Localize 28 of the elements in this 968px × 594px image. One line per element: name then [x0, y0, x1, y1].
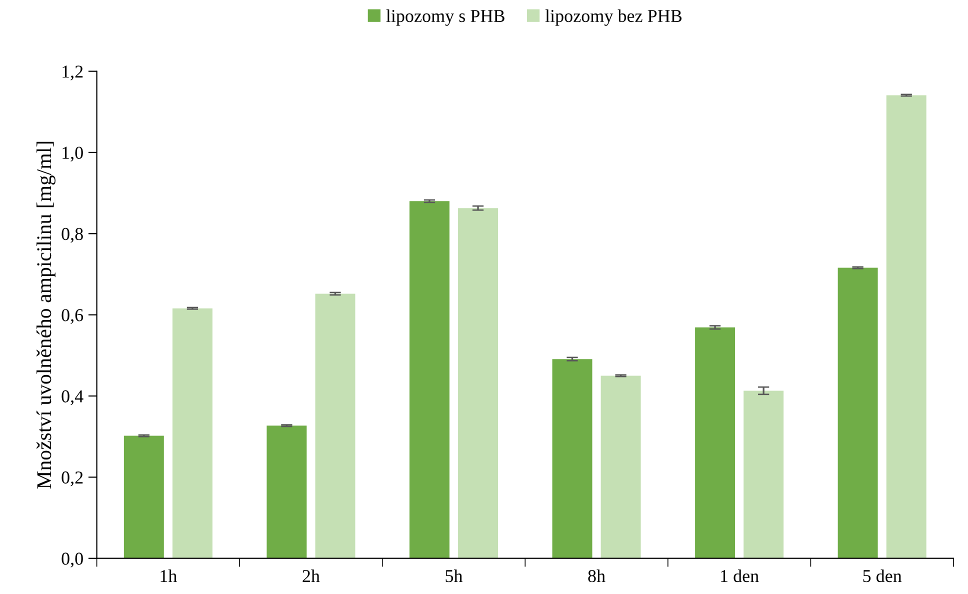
bar: [744, 390, 784, 558]
x-tick-label: 1h: [160, 569, 177, 582]
y-tick-label: 0,2: [62, 471, 83, 486]
bar: [458, 208, 498, 558]
legend-label: lipozomy bez PHB: [545, 9, 682, 26]
y-tick-label: 0,6: [62, 309, 84, 324]
y-tick-label: 0,0: [62, 552, 83, 568]
bar: [409, 201, 450, 558]
y-tick-label: 0,8: [62, 228, 83, 243]
x-tick-label: 8h: [588, 569, 606, 582]
bar: [600, 376, 641, 558]
bar: [172, 308, 212, 558]
bar: [124, 436, 164, 558]
x-tick-label: 5 den: [863, 569, 902, 582]
legend-label: lipozomy s PHB: [386, 9, 504, 26]
bar: [886, 95, 926, 558]
y-axis-title: Množství uvolněného ampicilinu [mg/ml]: [36, 142, 56, 489]
y-tick-label: 0,4: [62, 390, 84, 406]
x-tick-label: 1 den: [721, 569, 759, 582]
bar: [315, 294, 356, 558]
x-tick-label: 2h: [302, 569, 320, 582]
bar: [552, 359, 592, 558]
y-tick-label: 1,0: [62, 146, 83, 162]
y-tick-label: 1,2: [62, 66, 83, 80]
x-tick-label: 5h: [446, 569, 463, 582]
bar: [266, 426, 307, 558]
bar: [838, 268, 878, 558]
bar: [695, 327, 736, 558]
